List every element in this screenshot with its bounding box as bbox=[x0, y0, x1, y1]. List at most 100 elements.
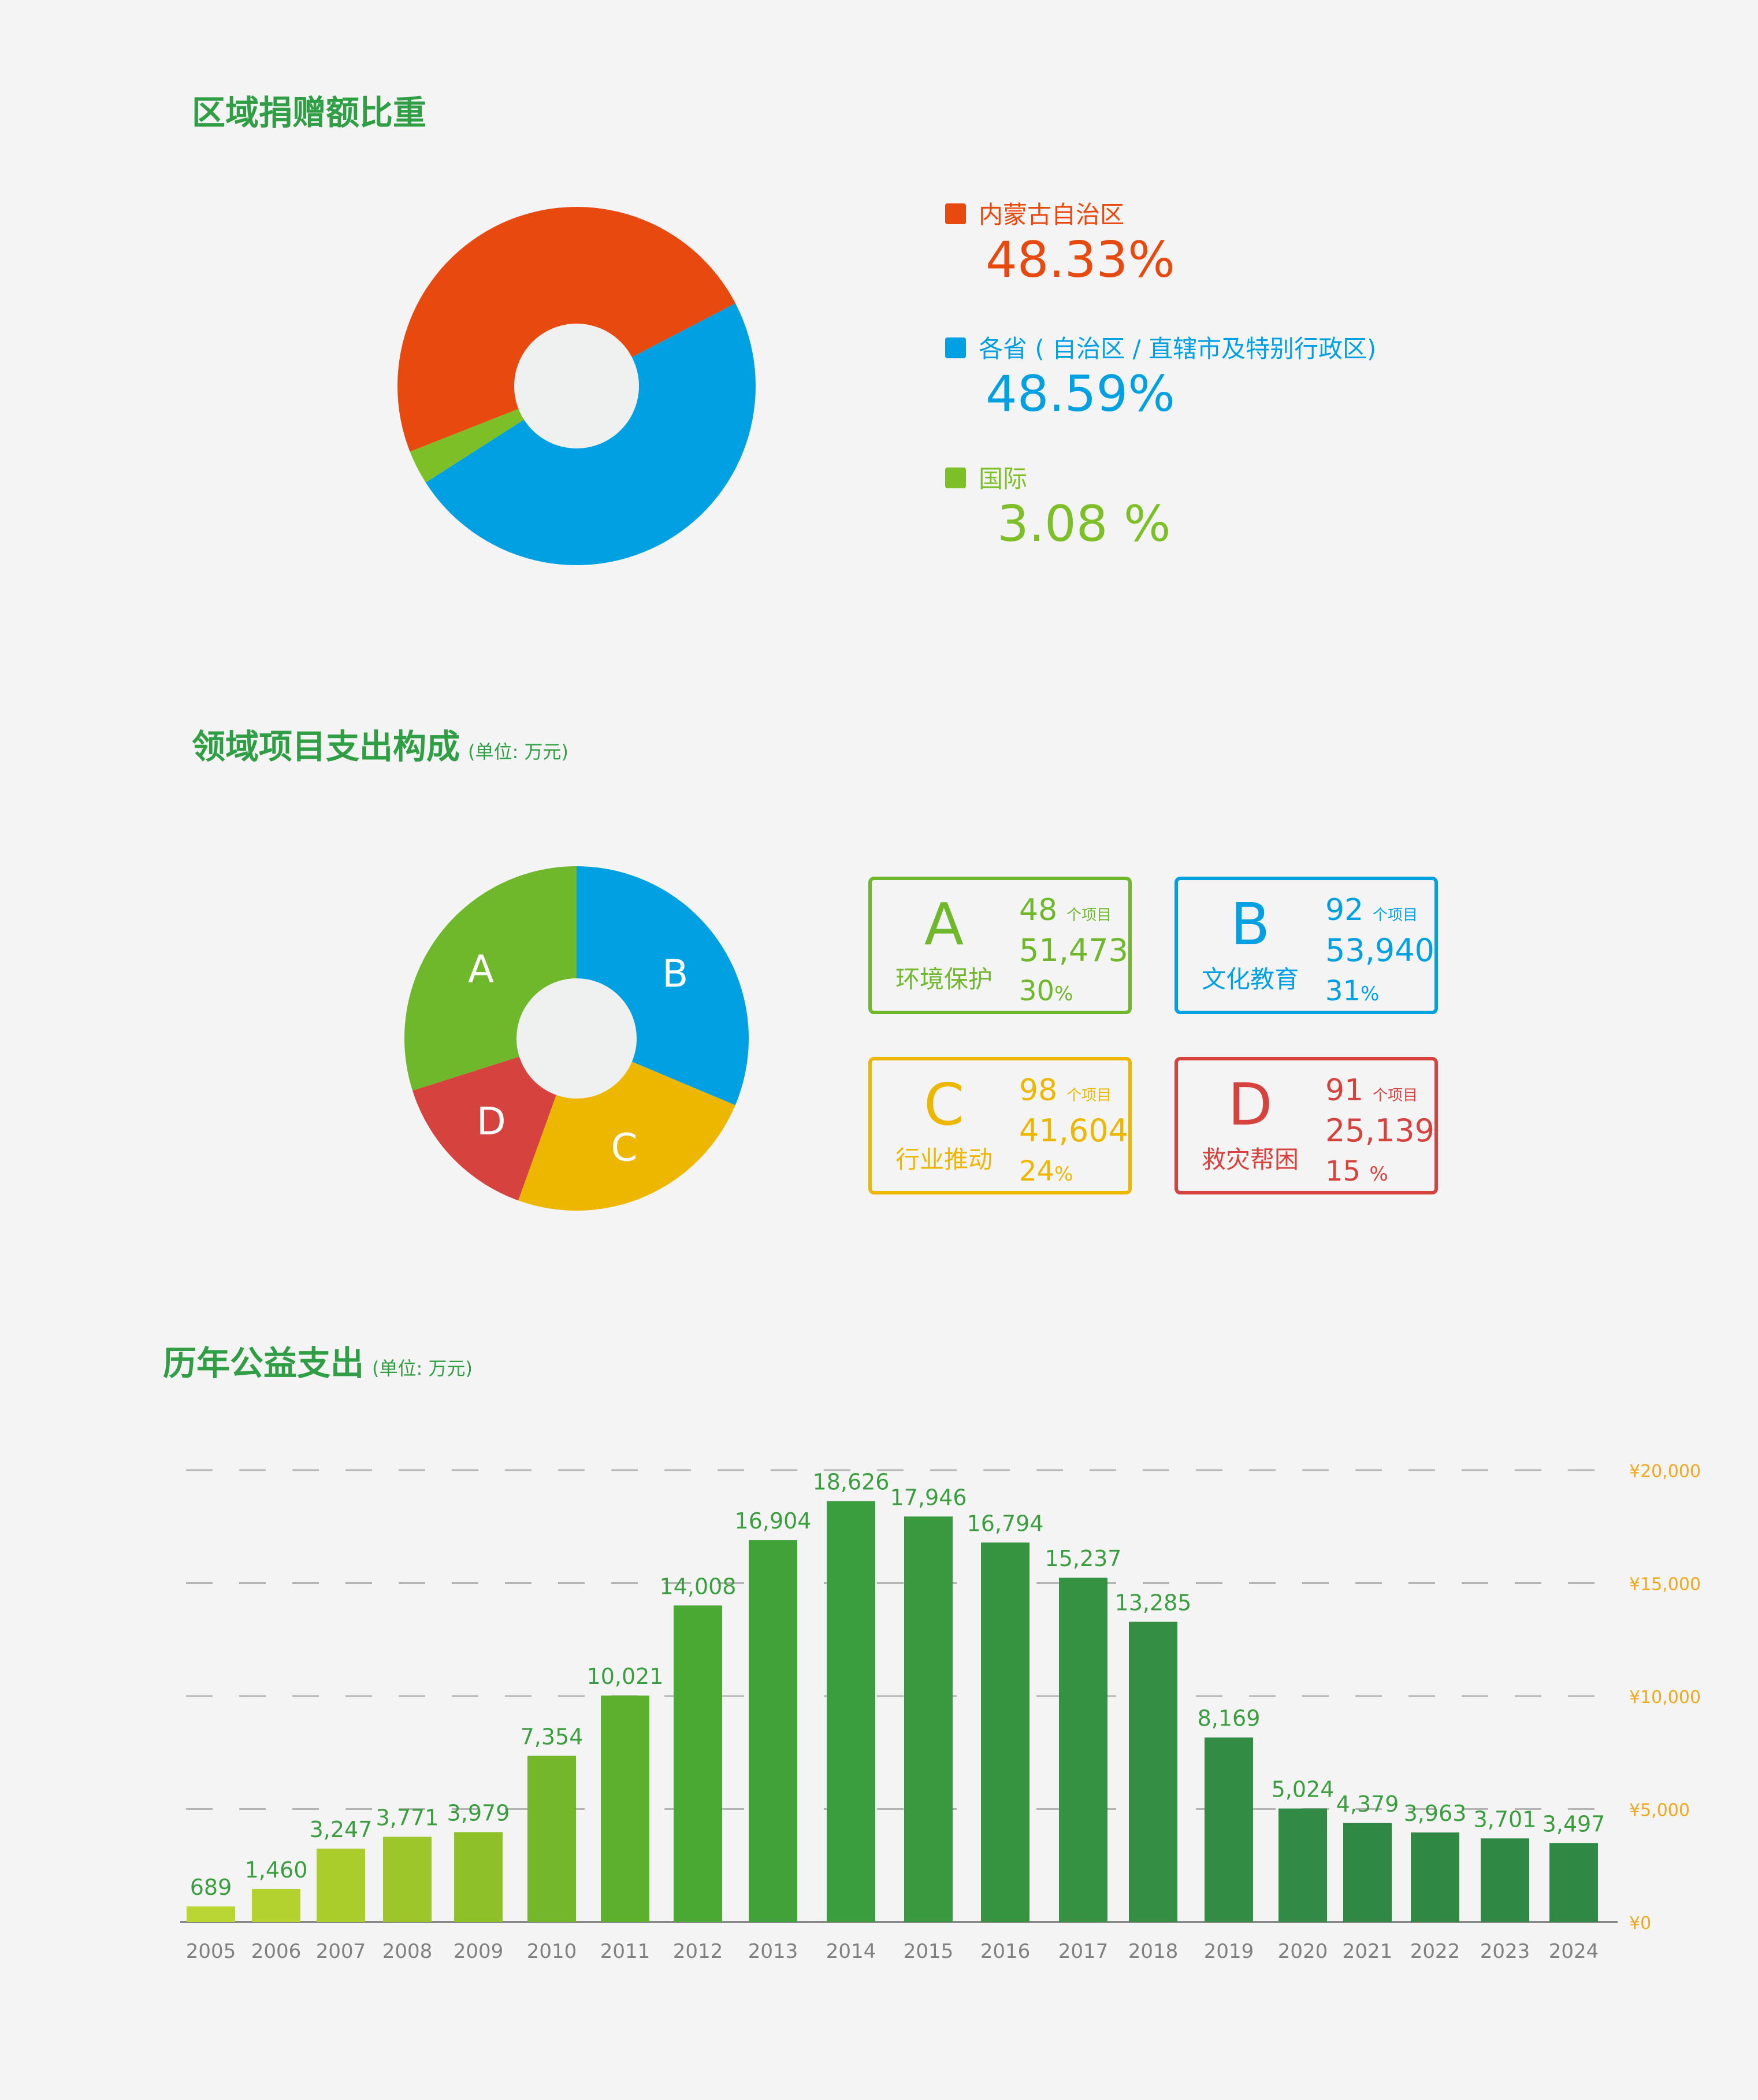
field-slice-label: A bbox=[468, 947, 494, 992]
bar-value-label: 14,008 bbox=[660, 1574, 737, 1599]
x-tick-label: 2014 bbox=[826, 1940, 876, 1963]
field-card-d: D 救灾帮困 25,139 91 个项目 15 % bbox=[1175, 1057, 1438, 1194]
y-tick-label: ¥0 bbox=[1629, 1913, 1651, 1934]
bar-2012 bbox=[674, 1605, 722, 1922]
bar-value-label: 3,247 bbox=[310, 1817, 373, 1842]
y-tick-label: ¥20,000 bbox=[1629, 1461, 1701, 1482]
bar-2013 bbox=[749, 1540, 797, 1922]
field-card-count: 98 个项目 bbox=[1019, 1073, 1112, 1108]
x-tick-label: 2023 bbox=[1480, 1940, 1530, 1963]
bar-2020 bbox=[1278, 1808, 1327, 1922]
x-tick-label: 2015 bbox=[904, 1940, 954, 1963]
bar-value-label: 3,771 bbox=[376, 1805, 439, 1831]
field-card-name: 行业推动 bbox=[895, 1145, 993, 1174]
bar-value-label: 8,169 bbox=[1198, 1706, 1261, 1731]
x-tick-label: 2013 bbox=[748, 1940, 798, 1963]
field-card-name: 环境保护 bbox=[895, 965, 993, 993]
bar-2017 bbox=[1059, 1578, 1107, 1922]
field-card-count-unit: 个项目 bbox=[1066, 1087, 1112, 1104]
bar-value-label: 16,904 bbox=[735, 1508, 812, 1534]
legend-value: 48.33% bbox=[986, 231, 1175, 289]
bar-2015 bbox=[904, 1516, 953, 1922]
field-expense-title: 领域项目支出构成 (单位: 万元) bbox=[192, 719, 568, 768]
field-card-percent: 30% bbox=[1019, 975, 1073, 1007]
bar-value-label: 17,946 bbox=[890, 1485, 967, 1510]
field-card-letter: C bbox=[924, 1071, 964, 1138]
bar-value-label: 7,354 bbox=[521, 1724, 583, 1749]
region-donut-hole bbox=[514, 324, 639, 448]
legend-swatch bbox=[945, 203, 966, 224]
field-card-percent-sign: % bbox=[1361, 982, 1380, 1006]
legend-label: 国际 bbox=[979, 465, 1028, 493]
field-slice-a bbox=[404, 866, 577, 1091]
field-card-b: B 文化教育 53,940 92 个项目 31% bbox=[1175, 877, 1438, 1014]
field-slice-b bbox=[577, 866, 749, 1105]
annual-expense-title: 历年公益支出 (单位: 万元) bbox=[163, 1336, 473, 1385]
bar-value-label: 689 bbox=[190, 1875, 232, 1900]
field-expense-unit: (单位: 万元) bbox=[468, 741, 568, 763]
bar-2009 bbox=[454, 1832, 503, 1922]
bar-2022 bbox=[1411, 1832, 1459, 1922]
bar-2016 bbox=[981, 1542, 1029, 1922]
field-card-percent-sign: % bbox=[1054, 1163, 1073, 1186]
bar-2011 bbox=[601, 1695, 649, 1922]
bar-2005 bbox=[187, 1906, 235, 1922]
legend-label: 内蒙古自治区 bbox=[979, 201, 1125, 229]
field-card-amount: 25,139 bbox=[1325, 1112, 1434, 1149]
field-card-count-unit: 个项目 bbox=[1373, 907, 1418, 924]
y-tick-label: ¥10,000 bbox=[1629, 1687, 1701, 1708]
field-card-c: C 行业推动 41,604 98 个项目 24% bbox=[868, 1057, 1132, 1194]
x-tick-label: 2021 bbox=[1343, 1940, 1393, 1963]
bar-2010 bbox=[527, 1756, 576, 1922]
x-tick-label: 2024 bbox=[1549, 1940, 1599, 1963]
field-card-percent: 15 % bbox=[1325, 1155, 1388, 1188]
field-card-percent: 24% bbox=[1019, 1155, 1073, 1188]
region-donation-title: 区域捐赠额比重 bbox=[192, 93, 427, 132]
field-card-letter: D bbox=[1228, 1071, 1273, 1138]
bar-value-label: 3,963 bbox=[1404, 1801, 1467, 1826]
bar-value-label: 16,794 bbox=[967, 1511, 1044, 1536]
field-card-name: 救灾帮困 bbox=[1201, 1145, 1299, 1174]
field-card-percent-sign: % bbox=[1369, 1163, 1388, 1186]
field-slice-label: D bbox=[477, 1099, 506, 1144]
field-donut-hole bbox=[516, 978, 637, 1099]
legend-swatch bbox=[945, 337, 966, 358]
field-card-letter: A bbox=[924, 891, 964, 958]
bar-value-label: 3,701 bbox=[1474, 1806, 1537, 1832]
region-slice-3 bbox=[410, 386, 577, 483]
bar-value-label: 18,626 bbox=[813, 1470, 890, 1495]
legend-value: 48.59% bbox=[986, 365, 1175, 423]
field-card-percent: 31% bbox=[1325, 975, 1380, 1007]
bar-2006 bbox=[252, 1888, 300, 1922]
x-tick-label: 2018 bbox=[1128, 1940, 1179, 1963]
field-card-count-unit: 个项目 bbox=[1066, 907, 1112, 924]
bar-2024 bbox=[1549, 1843, 1598, 1922]
x-tick-label: 2007 bbox=[316, 1940, 366, 1963]
annual-expense-unit: (单位: 万元) bbox=[372, 1357, 473, 1379]
bar-value-label: 13,285 bbox=[1115, 1590, 1192, 1616]
y-tick-label: ¥5,000 bbox=[1629, 1801, 1690, 1821]
field-card-letter: B bbox=[1230, 891, 1270, 958]
x-tick-label: 2008 bbox=[382, 1940, 433, 1963]
field-card-count: 92 个项目 bbox=[1325, 893, 1418, 927]
bar-2018 bbox=[1129, 1622, 1177, 1922]
field-slice-label: B bbox=[662, 952, 688, 996]
field-card-percent-sign: % bbox=[1054, 982, 1073, 1006]
field-card-count: 48 个项目 bbox=[1019, 893, 1112, 927]
bar-value-label: 5,024 bbox=[1272, 1777, 1335, 1802]
bar-value-label: 1,460 bbox=[245, 1857, 308, 1883]
x-tick-label: 2020 bbox=[1278, 1940, 1328, 1963]
bar-2014 bbox=[827, 1501, 875, 1922]
field-card-a: A 环境保护 51,473 48 个项目 30% bbox=[868, 877, 1132, 1014]
bar-2008 bbox=[383, 1836, 432, 1922]
bar-2019 bbox=[1205, 1737, 1253, 1922]
bar-value-label: 15,237 bbox=[1045, 1546, 1122, 1571]
legend-value: 3.08 % bbox=[997, 495, 1171, 553]
legend-label: 各省 ( 自治区 / 直辖市及特别行政区) bbox=[979, 335, 1377, 363]
x-tick-label: 2022 bbox=[1410, 1940, 1460, 1963]
x-tick-label: 2016 bbox=[980, 1940, 1031, 1963]
x-tick-label: 2009 bbox=[454, 1940, 504, 1963]
x-tick-label: 2017 bbox=[1058, 1940, 1109, 1963]
x-tick-label: 2011 bbox=[600, 1940, 651, 1963]
